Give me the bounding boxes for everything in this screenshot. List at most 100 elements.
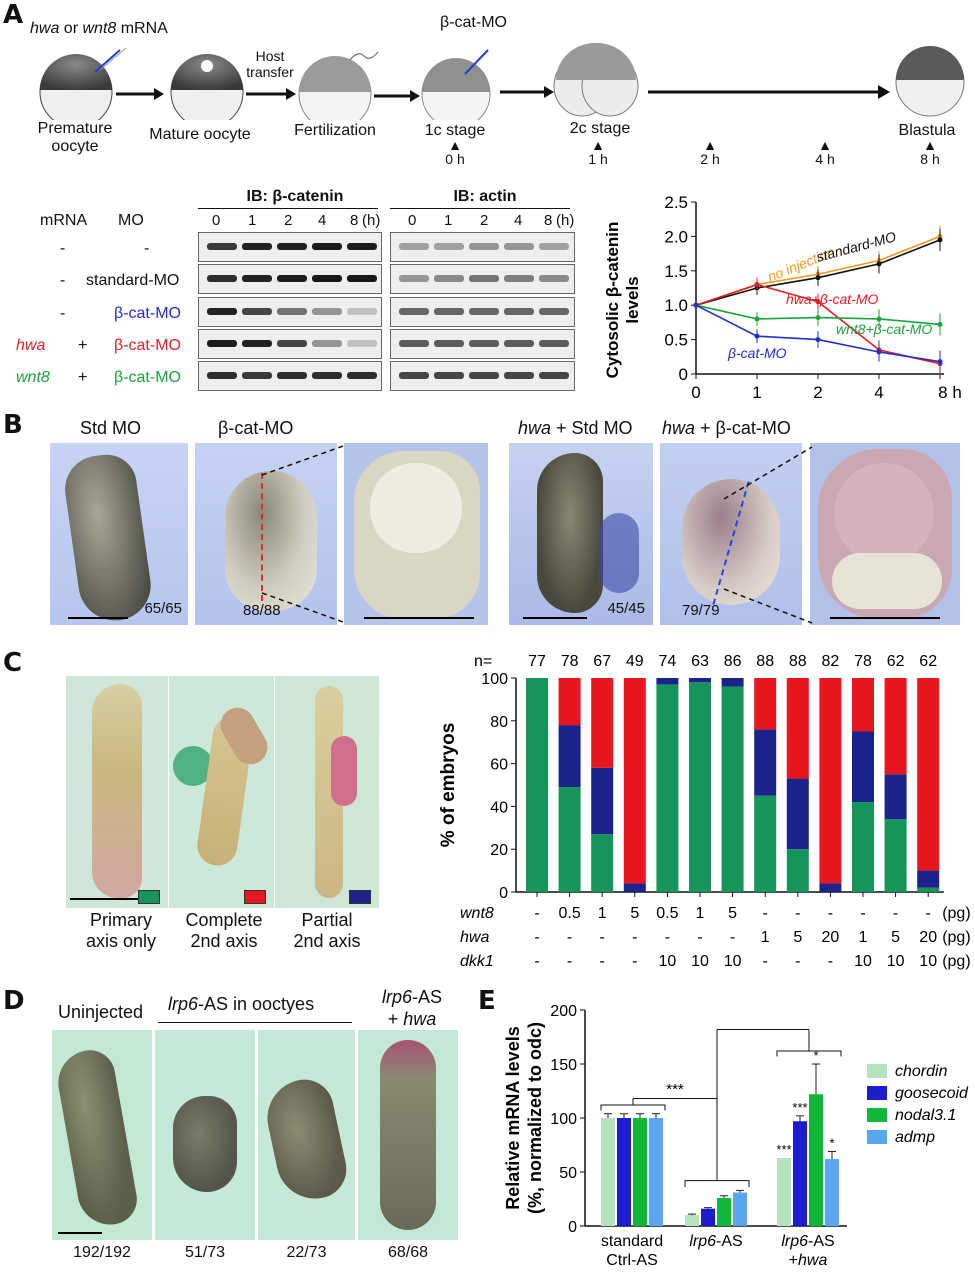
- mrna-bar: [633, 1118, 647, 1226]
- blot-catenin-row-0: [198, 232, 382, 262]
- mrna-sig-marker: *: [813, 1048, 818, 1063]
- blot-band: [539, 372, 569, 379]
- condition-value: -: [697, 929, 702, 946]
- blot-band: [312, 243, 342, 250]
- caption-bcat-mo: β-cat-MO: [218, 418, 294, 438]
- line-chart-ylabel: Cytosolic β-catenin levels: [603, 222, 642, 379]
- timepoint-2h: ▲ 2 h: [700, 137, 720, 167]
- blot-band: [312, 340, 342, 347]
- blot-band: [277, 275, 307, 282]
- bracket-sig: ***: [666, 1081, 684, 1098]
- stacked-bar-segment: [591, 834, 614, 892]
- stacked-bar-segment: [917, 678, 940, 871]
- mrna-group-label: standard: [601, 1233, 663, 1250]
- stacked-bar-n-value: 74: [659, 653, 677, 670]
- cat-primary-axis: Primary axis only: [85, 910, 157, 951]
- stacked-bar-segment: [656, 678, 679, 685]
- series-label: β-cat-MO: [727, 345, 787, 361]
- data-point: [876, 261, 882, 267]
- mrna-bar: [793, 1121, 807, 1226]
- photo-std-mo: 65/65: [50, 443, 188, 625]
- mrna-bar: [685, 1215, 699, 1226]
- line-chart-ytick-label: 2.5: [664, 193, 688, 212]
- stacked-bar-segment: [721, 678, 744, 687]
- photo-hwa-bcat-mo-section: [810, 443, 960, 625]
- legend-swatch: [867, 1064, 887, 1078]
- mrna-group-suffix: -AS: [808, 1233, 835, 1250]
- count-lrp6-1: 51/73: [184, 1244, 226, 1261]
- col-mrna: mRNA: [40, 212, 88, 229]
- blot-band: [207, 308, 237, 315]
- blot-band: [469, 243, 499, 250]
- blot-row-2: - β-cat-MO: [60, 305, 181, 322]
- condition-value: -: [600, 929, 605, 946]
- condition-value: -: [730, 929, 735, 946]
- two-cell-embryo: [553, 42, 639, 117]
- data-point: [815, 275, 821, 281]
- blot-band: [434, 340, 464, 347]
- condition-value: 10: [887, 953, 905, 970]
- condition-value: 1: [696, 905, 705, 922]
- panel-d-label: D: [3, 986, 25, 1016]
- caption-lrp6-underline: [158, 1022, 352, 1023]
- condition-value: 20: [919, 929, 937, 946]
- blot-band: [242, 372, 272, 379]
- stacked-bar-ytick-label: 0: [499, 885, 508, 902]
- blot-band: [434, 243, 464, 250]
- stacked-bar-segment: [526, 678, 548, 892]
- stacked-bar-segment: [754, 795, 777, 892]
- stacked-bar-segment: [689, 678, 711, 683]
- stacked-bar-n-value: 88: [789, 653, 807, 670]
- blot-band: [312, 275, 342, 282]
- blot-title-actin-underline: [390, 208, 570, 209]
- blot-band: [277, 340, 307, 347]
- mrna-bar: [701, 1208, 715, 1226]
- fertilization-egg: [298, 51, 379, 120]
- stacked-bar-n-value: 88: [756, 653, 774, 670]
- condition-value: 5: [630, 905, 639, 922]
- stacked-bar-n-value: 78: [561, 653, 579, 670]
- data-point: [937, 321, 943, 327]
- condition-value: -: [763, 905, 768, 922]
- stacked-bar-segment: [656, 684, 679, 892]
- stacked-bar-segment: [884, 774, 907, 820]
- condition-value: -: [534, 953, 539, 970]
- line-chart: Cytosolic β-catenin levels 0 0.5 1.0 1.5 2.0…: [603, 193, 962, 402]
- condition-unit: (pg): [942, 929, 970, 946]
- mrna-chart-ytick-label: 200: [550, 1003, 577, 1020]
- data-point: [815, 299, 821, 305]
- blot-band: [399, 243, 429, 250]
- count-hwa-bcat-mo: 79/79: [682, 602, 720, 619]
- stacked-bar-ytick-label: 100: [481, 671, 508, 688]
- condition-value: 0.5: [558, 905, 580, 922]
- blot-band: [504, 243, 534, 250]
- photo-partial-2nd-axis: [275, 676, 379, 908]
- blot-row-3: hwa + β-cat-MO: [16, 337, 181, 354]
- data-point: [693, 302, 699, 308]
- mrna-chart-ylabel-2: (%, normalized to odc): [525, 1022, 545, 1214]
- mrna-chart-ylabel-1: Relative mRNA levels: [503, 1026, 523, 1209]
- mrna-chart-ytick-label: 150: [550, 1057, 577, 1074]
- series-label: wnt8+β-cat-MO: [836, 321, 932, 337]
- mrna-chart-ytick-label: 100: [550, 1111, 577, 1128]
- condition-value: 10: [659, 953, 677, 970]
- stacked-bar-segment: [786, 678, 809, 779]
- injection-label-bcat-mo: β-cat-MO: [440, 14, 507, 31]
- blot-band: [539, 243, 569, 250]
- stacked-bar-ylabel: % of embryos: [438, 723, 459, 848]
- stacked-bar-segment: [591, 678, 614, 768]
- condition-value: 1: [761, 929, 770, 946]
- blot-row-4: wnt8 + β-cat-MO: [16, 369, 181, 386]
- data-point: [815, 315, 821, 321]
- stacked-bar-segment: [884, 678, 907, 775]
- condition-value: -: [632, 929, 637, 946]
- condition-value: -: [860, 905, 865, 922]
- stacked-bar-segment: [558, 678, 581, 726]
- mrna-bar: [825, 1159, 839, 1226]
- stacked-bar-segment: [721, 686, 744, 892]
- timepoint-8h: ▲ 8 h: [920, 137, 940, 167]
- stacked-bar-n-value: 77: [528, 653, 546, 670]
- condition-value: 0.5: [656, 905, 678, 922]
- stacked-bar-segment: [852, 802, 874, 892]
- condition-value: -: [795, 953, 800, 970]
